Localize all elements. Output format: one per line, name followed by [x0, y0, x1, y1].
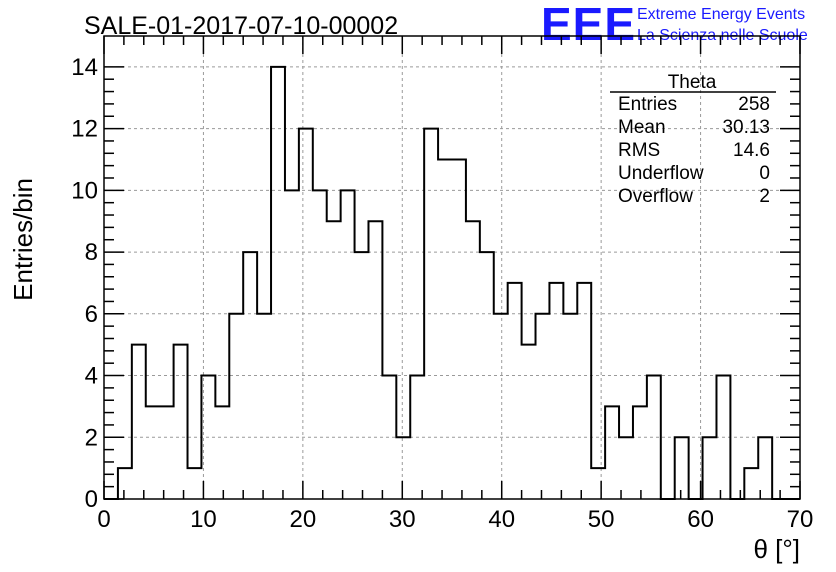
x-tick-labels: 0 10 20 30 40 50 60 70 — [97, 506, 813, 533]
y-tick-label: 14 — [71, 54, 98, 81]
y-tick-label: 10 — [71, 177, 98, 204]
stats-value: 0 — [759, 163, 770, 184]
plot-frame — [103, 35, 801, 500]
stats-box-name: Theta — [668, 72, 717, 93]
x-tick-label: 60 — [687, 506, 714, 533]
histogram-outline — [104, 65, 800, 500]
y-tick-label: 6 — [85, 301, 98, 328]
x-tick-label: 50 — [588, 506, 615, 533]
grid — [104, 36, 800, 499]
eee-logo: EEE Extreme Energy Events La Scienza nel… — [541, 0, 808, 50]
stats-label: RMS — [618, 140, 660, 161]
y-tick-labels: 0 2 4 6 8 10 12 14 — [71, 54, 98, 513]
stats-value: 258 — [738, 94, 770, 115]
y-tick-label: 12 — [71, 116, 98, 143]
y-axis-label: Entries/bin — [8, 178, 38, 301]
y-tick-label: 8 — [85, 239, 98, 266]
logo-line-1: Extreme Energy Events — [637, 6, 805, 23]
stats-value: 14.6 — [733, 140, 770, 161]
axis-ticks — [103, 36, 801, 500]
x-tick-label: 0 — [97, 506, 110, 533]
stats-label: Mean — [618, 117, 666, 138]
x-tick-label: 70 — [787, 506, 814, 533]
y-tick-label: 2 — [85, 424, 98, 451]
logo-text: EEE — [541, 0, 636, 50]
stats-value: 30.13 — [722, 117, 770, 138]
stats-box: Theta Entries 258 Mean 30.13 RMS 14.6 Un… — [610, 72, 776, 207]
x-axis-label: θ [°] — [753, 534, 800, 564]
x-tick-label: 20 — [290, 506, 317, 533]
stats-label: Overflow — [618, 186, 693, 207]
y-tick-label: 4 — [85, 363, 98, 390]
x-tick-label: 40 — [488, 506, 515, 533]
stats-label: Entries — [618, 94, 677, 115]
x-tick-label: 30 — [389, 506, 416, 533]
y-tick-label: 0 — [85, 486, 98, 513]
stats-label: Underflow — [618, 163, 704, 184]
x-tick-label: 10 — [190, 506, 217, 533]
stats-value: 2 — [759, 186, 770, 207]
